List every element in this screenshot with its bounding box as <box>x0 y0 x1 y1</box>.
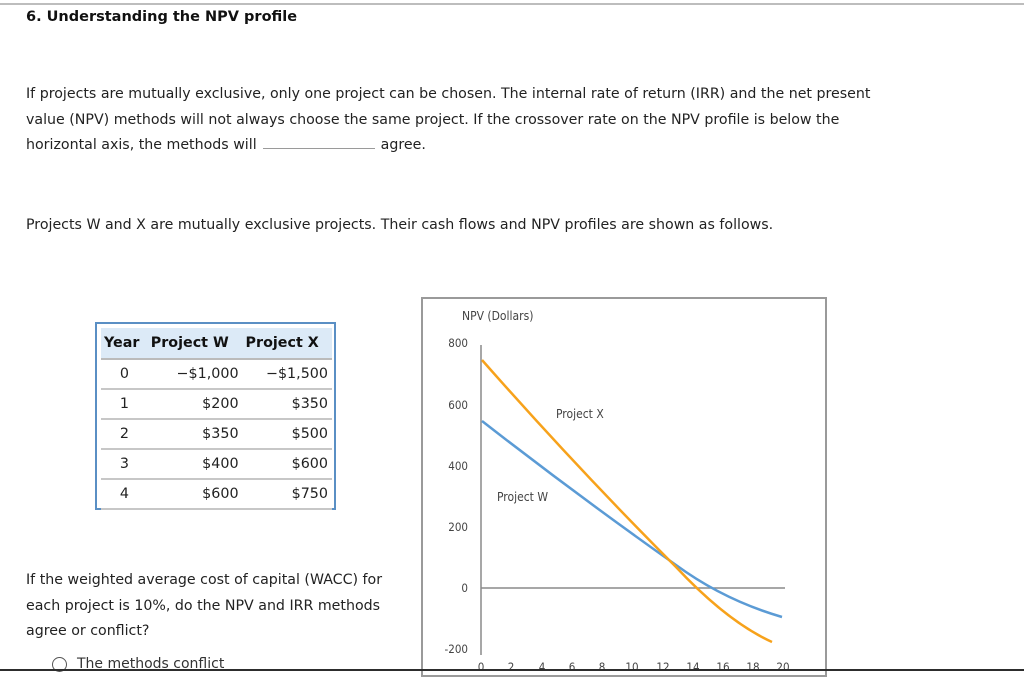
intro-text-part2: agree. <box>380 137 426 153</box>
cell-project-w: $400 <box>147 449 243 480</box>
top-divider <box>0 3 1024 5</box>
cell-year: 4 <box>101 479 148 510</box>
table-row: 4 $600 $750 <box>101 479 332 510</box>
y-tick: 800 <box>448 336 468 350</box>
project-w-npv-line <box>481 420 783 619</box>
y-tick: 200 <box>448 520 468 534</box>
cell-project-x: $500 <box>242 419 332 450</box>
header-year: Year <box>101 328 148 360</box>
header-project-w: Project W <box>147 328 243 360</box>
bottom-divider <box>0 669 1024 671</box>
wacc-question: If the weighted average cost of capital … <box>26 572 383 639</box>
cell-project-w: −$1,000 <box>147 359 243 390</box>
option-label: The methods conflict <box>77 656 225 672</box>
table-header-row: Year Project W Project X <box>101 328 332 360</box>
cell-year: 2 <box>101 419 148 450</box>
project-x-npv-line <box>481 359 773 644</box>
table-row: 0 −$1,000 −$1,500 <box>101 359 332 390</box>
x-tick: 8 <box>599 660 606 674</box>
y-tick: 600 <box>448 398 468 412</box>
x-tick: 10 <box>625 660 638 674</box>
cash-flow-table: Year Project W Project X 0 −$1,000 −$1,5… <box>95 322 336 510</box>
intro-paragraph: If projects are mutually exclusive, only… <box>26 82 906 159</box>
x-tick: 4 <box>539 660 546 674</box>
npv-profile-chart: NPV (Dollars) 800 600 400 200 0 -200 0 2… <box>445 309 790 674</box>
projects-intro: Projects W and X are mutually exclusive … <box>26 217 774 233</box>
x-tick: 14 <box>686 660 699 674</box>
cell-project-x: $600 <box>242 449 332 480</box>
x-tick: 0 <box>478 660 485 674</box>
table-row: 3 $400 $600 <box>101 449 332 480</box>
x-tick: 12 <box>656 660 669 674</box>
x-tick-labels: 0 2 4 6 8 10 12 14 16 18 20 <box>478 660 790 674</box>
y-tick-labels: 800 600 400 200 0 -200 <box>445 336 468 656</box>
header-project-x: Project X <box>242 328 332 360</box>
cell-project-x: −$1,500 <box>242 359 332 390</box>
intro-text-part1: If projects are mutually exclusive, only… <box>26 86 871 153</box>
npv-profile-chart-frame <box>421 297 827 677</box>
y-axis-label: NPV (Dollars) <box>462 309 533 323</box>
x-tick: 6 <box>569 660 576 674</box>
y-tick: 400 <box>448 459 468 473</box>
x-tick: 18 <box>746 660 759 674</box>
x-tick: 2 <box>508 660 515 674</box>
x-tick: 16 <box>716 660 729 674</box>
cell-project-x: $350 <box>242 389 332 420</box>
x-tick: 20 <box>776 660 789 674</box>
cell-year: 3 <box>101 449 148 480</box>
answer-blank-dropdown[interactable] <box>262 134 375 149</box>
question-title: 6. Understanding the NPV profile <box>26 9 298 25</box>
table-row: 1 $200 $350 <box>101 389 332 420</box>
table-row: 2 $350 $500 <box>101 419 332 450</box>
cell-project-w: $600 <box>147 479 243 510</box>
y-tick: -200 <box>445 642 468 656</box>
project-w-label: Project W <box>497 490 548 504</box>
cell-project-x: $750 <box>242 479 332 510</box>
cell-year: 1 <box>101 389 148 420</box>
cell-project-w: $200 <box>147 389 243 420</box>
cell-project-w: $350 <box>147 419 243 450</box>
project-x-label: Project X <box>556 407 604 421</box>
y-tick: 0 <box>461 581 468 595</box>
cell-year: 0 <box>101 359 148 390</box>
